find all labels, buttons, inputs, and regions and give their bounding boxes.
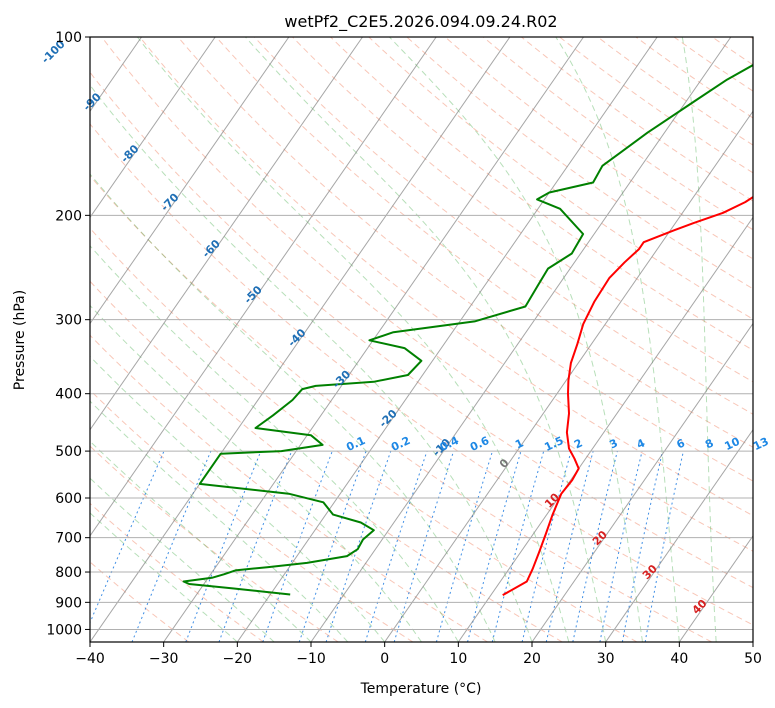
- moist-adiabat: [90, 173, 496, 642]
- x-tick-label: −20: [223, 651, 253, 667]
- y-tick-label: 500: [55, 444, 82, 460]
- x-tick-label: −10: [296, 651, 326, 667]
- isotherm-line: [531, 322, 753, 642]
- y-tick-label: 100: [55, 30, 82, 46]
- x-tick-label: −40: [75, 651, 105, 667]
- mixing-ratio-line: [599, 450, 643, 642]
- moist-adiabat: [245, 37, 607, 642]
- dry-adiabat: [559, 37, 753, 174]
- series-line-1: [182, 63, 753, 596]
- mixing-ratio-line: [325, 450, 392, 642]
- y-tick-label: 200: [55, 208, 82, 224]
- isotherm-line: [90, 37, 290, 325]
- mixing-ratio-label: 13: [751, 435, 770, 453]
- y-tick-label: 900: [55, 595, 82, 611]
- y-tick-label: 300: [55, 313, 82, 329]
- mixing-ratio-label: 10: [723, 435, 743, 453]
- isotherm-line: [236, 37, 658, 642]
- mixing-ratio-line: [435, 450, 493, 642]
- mixing-ratio-line: [521, 450, 572, 642]
- x-tick-label: 30: [597, 651, 615, 667]
- chart-title: wetPf2_C2E5.2026.094.09.24.R02: [284, 12, 557, 32]
- dry-adiabat: [521, 37, 753, 202]
- y-tick-label: 800: [55, 565, 82, 581]
- dry-adiabat: [90, 502, 264, 642]
- mixing-ratio-line: [298, 450, 367, 642]
- series-line-0: [502, 195, 753, 596]
- mixing-ratio-line: [393, 450, 455, 642]
- dry-adiabat: [90, 280, 563, 642]
- mixing-ratio-line: [218, 450, 293, 642]
- dry-adiabat: [90, 175, 712, 642]
- moist-adiabat: [90, 477, 275, 642]
- y-axis-title: Pressure (hPa): [12, 290, 28, 390]
- mixing-ratio-line: [621, 450, 664, 642]
- mixing-ratio-line: [467, 450, 522, 642]
- pressure-grid: [90, 37, 753, 630]
- x-tick-label: 0: [380, 651, 389, 667]
- moist-adiabat: [90, 304, 422, 642]
- dry-adiabat: [292, 37, 753, 383]
- x-tick-label: 50: [744, 651, 762, 667]
- isotherm-line: [457, 216, 753, 642]
- x-tick-label: 10: [449, 651, 467, 667]
- dry-adiabat: [90, 227, 638, 642]
- dry-adiabat: [90, 123, 753, 626]
- moist-adiabat: [389, 37, 643, 642]
- isotherm-line: [90, 37, 363, 431]
- y-tick-label: 600: [55, 491, 82, 507]
- moist-adiabat: [90, 512, 238, 642]
- mixing-ratio-line: [572, 450, 618, 642]
- mixing-ratio-line: [131, 450, 212, 642]
- isotherm-line: [310, 37, 732, 642]
- mixing-ratio-line: [90, 450, 165, 624]
- x-tick-label: −30: [149, 651, 179, 667]
- x-axis-title: Temperature (°C): [360, 681, 482, 697]
- x-tick-label: 20: [523, 651, 541, 667]
- mixing-ratio-line: [185, 450, 262, 642]
- mixing-ratio-line: [364, 450, 428, 642]
- isotherm-line: [678, 534, 753, 642]
- y-tick-label: 1000: [46, 622, 82, 638]
- isotherm-line: [90, 37, 511, 642]
- y-tick-label: 700: [55, 531, 82, 547]
- mixing-ratio-line: [545, 450, 594, 642]
- dry-adiabat: [368, 37, 753, 320]
- x-tick-label: 40: [670, 651, 688, 667]
- isotherm-line: [90, 37, 216, 219]
- mixing-ratio-line: [644, 450, 684, 642]
- moist-adiabat: [137, 37, 570, 642]
- x-axis-ticks: −40 −30 −20 −10 0 10 20 30 40 50: [75, 642, 762, 667]
- y-tick-label: 400: [55, 387, 82, 403]
- dry-adiabat: [330, 37, 753, 351]
- dry-adiabat: [90, 445, 339, 642]
- isotherm-line: [90, 37, 437, 537]
- dry-adiabat: [101, 37, 753, 552]
- moist-adiabat: [90, 84, 533, 642]
- isotherm-line: [605, 428, 753, 642]
- y-axis-ticks: 100 200 300 400 500 600 700 800 900 1000: [46, 30, 90, 638]
- data-series: [182, 63, 753, 596]
- background-lines: [90, 37, 753, 642]
- moist-adiabat: [90, 245, 459, 642]
- dry-adiabat: [597, 37, 753, 146]
- mixing-ratio-line: [262, 450, 333, 642]
- isotherm-line: [384, 110, 753, 642]
- moist-adiabat: [90, 355, 386, 642]
- dry-adiabat: [139, 37, 753, 517]
- moist-adiabat: [555, 37, 680, 642]
- moist-adiabat: [681, 37, 717, 642]
- plot-frame: [89, 36, 754, 643]
- dry-adiabat: [90, 71, 753, 589]
